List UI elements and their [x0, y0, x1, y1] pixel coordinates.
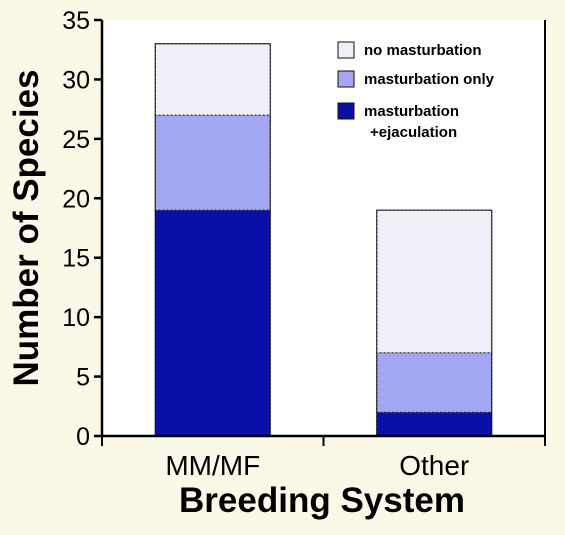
x-tick-label: MM/MF: [165, 450, 260, 481]
y-tick-label: 15: [62, 245, 90, 273]
y-tick-label: 25: [62, 126, 90, 154]
x-tick-label: Other: [399, 450, 469, 481]
y-tick-label: 35: [62, 7, 90, 35]
bar-segment-other-series-2: [376, 209, 493, 354]
y-tick-label: 10: [62, 304, 90, 332]
legend-swatch: [337, 41, 355, 59]
x-axis-label: Breeding System: [179, 481, 465, 520]
bar-segment-mm-mf-series-0: [154, 209, 271, 437]
y-tick-label: 20: [62, 185, 90, 213]
legend-label: +ejaculation: [370, 124, 457, 141]
bar-segment-other-series-0: [376, 411, 493, 437]
y-tick-label: 0: [76, 423, 90, 451]
bar-segment-mm-mf-series-2: [154, 43, 271, 116]
legend-label: masturbation: [364, 103, 459, 120]
legend: no masturbation masturbation only masturba…: [337, 41, 495, 141]
legend-swatch: [337, 70, 355, 88]
y-tick-label: 5: [76, 364, 90, 392]
y-tick-label: 30: [62, 66, 90, 94]
legend-label: masturbation only: [364, 71, 495, 88]
legend-label: no masturbation: [364, 42, 482, 59]
legend-swatch: [337, 102, 355, 120]
ticks-layer: 0 5 10 15 20 25 30 35 MM/MF Other: [62, 7, 546, 481]
bar-segment-other-series-1: [376, 352, 493, 413]
bar-segment-mm-mf-series-1: [154, 114, 271, 211]
y-axis-label: Number of Species: [7, 69, 46, 386]
bars-layer: [154, 43, 493, 437]
